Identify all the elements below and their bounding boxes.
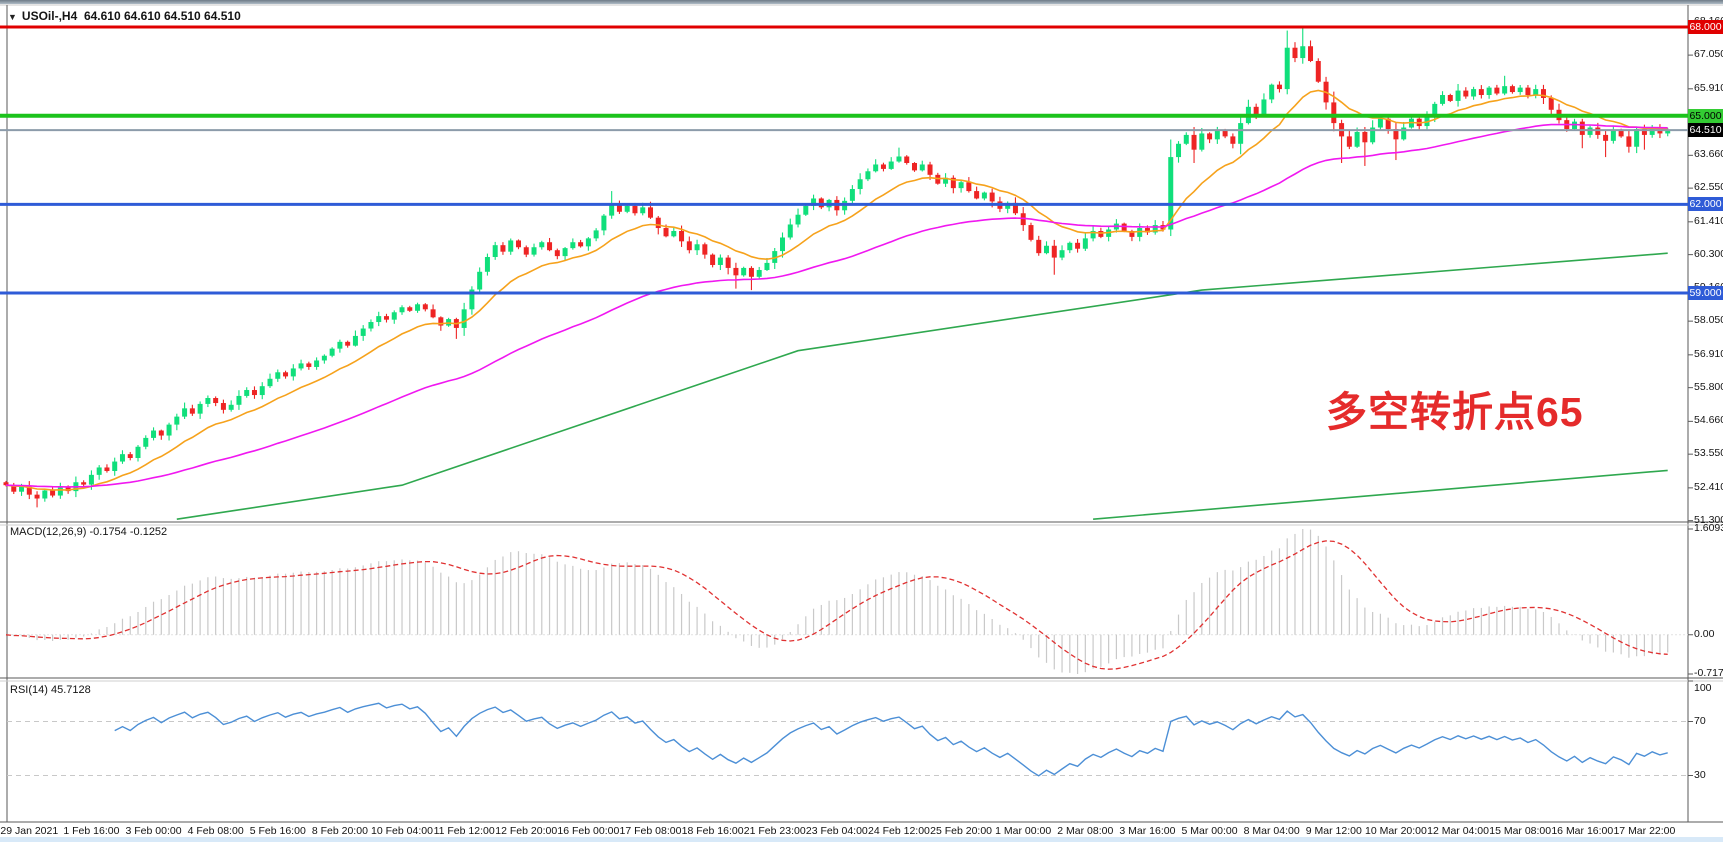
quote-expand-icon[interactable]: ▼	[8, 12, 17, 22]
price-tick-label: 63.660	[1694, 148, 1723, 161]
price-tick-label: 60.300	[1694, 247, 1723, 260]
time-tick-label: 17 Mar 22:00	[1613, 825, 1676, 837]
window-bottom-edge	[0, 837, 1723, 842]
time-tick-label: 24 Feb 12:00	[868, 825, 930, 837]
current-price-badge: 64.510	[1688, 123, 1723, 138]
window-top-edge	[0, 0, 1723, 4]
time-tick-label: 11 Feb 12:00	[433, 825, 495, 837]
time-tick-label: 8 Feb 20:00	[311, 825, 368, 837]
rsi-axis-70-label: 70	[1694, 714, 1706, 727]
price-tick-label: 61.410	[1694, 214, 1723, 227]
macd-signal-value: -0.1252	[129, 526, 168, 538]
symbol-period-label: USOil-,H4	[21, 9, 78, 23]
time-tick-label: 3 Feb 00:00	[125, 825, 182, 837]
rsi-value: 45.7128	[50, 684, 91, 696]
time-tick-label: 21 Feb 23:00	[743, 825, 806, 837]
price-tick-label: 52.410	[1694, 480, 1723, 493]
level-badge-59: 59.000	[1688, 286, 1723, 301]
price-tick-label: 67.050	[1694, 48, 1723, 61]
rsi-axis-30-label: 30	[1694, 768, 1706, 781]
time-tick-label: 8 Mar 04:00	[1243, 825, 1300, 837]
time-tick-label: 4 Feb 08:00	[187, 825, 244, 837]
time-tick-label: 10 Feb 04:00	[371, 825, 433, 837]
price-tick-label: 53.550	[1694, 447, 1723, 460]
macd-name: MACD(12,26,9)	[10, 526, 87, 538]
time-tick-label: 1 Mar 00:00	[995, 825, 1052, 837]
ohlc-values: 64.610 64.610 64.510 64.510	[83, 9, 241, 23]
macd-axis-zero-label: 0.00	[1694, 627, 1715, 640]
time-tick-label: 25 Feb 20:00	[930, 825, 993, 837]
macd-axis-max-label: 1.6093	[1694, 522, 1723, 534]
macd-main-value: -0.1754	[89, 526, 127, 538]
price-tick-label: 55.800	[1694, 380, 1723, 393]
time-tick-label: 16 Feb 00:00	[557, 825, 620, 837]
level-badge-68: 68.000	[1688, 20, 1723, 35]
macd-axis-min-label: -0.7172	[1694, 667, 1723, 679]
time-tick-label: 15 Mar 08:00	[1489, 825, 1552, 837]
price-tick-label: 58.050	[1694, 314, 1723, 327]
price-tick-label: 54.660	[1694, 414, 1723, 427]
time-tick-label: 5 Mar 00:00	[1181, 825, 1238, 837]
time-tick-label: 29 Jan 2021	[0, 825, 59, 837]
macd-indicator-label: MACD(12,26,9) -0.1754 -0.1252	[10, 526, 167, 538]
time-tick-label: 1 Feb 16:00	[63, 825, 120, 837]
level-badge-62: 62.000	[1688, 197, 1723, 212]
time-tick-label: 2 Mar 08:00	[1057, 825, 1114, 837]
price-tick-label: 62.550	[1694, 181, 1723, 194]
chart-annotation-text: 多空转折点65	[1326, 389, 1584, 435]
rsi-name: RSI(14)	[10, 684, 48, 696]
time-tick-label: 12 Feb 20:00	[495, 825, 558, 837]
time-tick-label: 23 Feb 04:00	[805, 825, 868, 837]
time-tick-label: 18 Feb 16:00	[681, 825, 744, 837]
price-tick-label: 65.910	[1694, 81, 1723, 94]
chart-header: ▼ USOil-,H4 64.610 64.610 64.510 64.510	[8, 9, 241, 23]
time-tick-label: 5 Feb 16:00	[249, 825, 306, 837]
rsi-indicator-label: RSI(14) 45.7128	[10, 684, 91, 696]
time-tick-label: 10 Mar 20:00	[1364, 825, 1427, 837]
time-tick-label: 3 Mar 16:00	[1119, 825, 1176, 837]
time-tick-label: 9 Mar 12:00	[1305, 825, 1362, 837]
time-tick-label: 16 Mar 16:00	[1551, 825, 1614, 837]
rsi-axis-100-label: 100	[1694, 682, 1712, 694]
price-tick-label: 51.300	[1694, 513, 1723, 526]
price-tick-label: 56.910	[1694, 347, 1723, 360]
level-badge-65: 65.000	[1688, 108, 1723, 123]
time-tick-label: 17 Feb 08:00	[619, 825, 682, 837]
time-tick-label: 12 Mar 04:00	[1427, 825, 1489, 837]
